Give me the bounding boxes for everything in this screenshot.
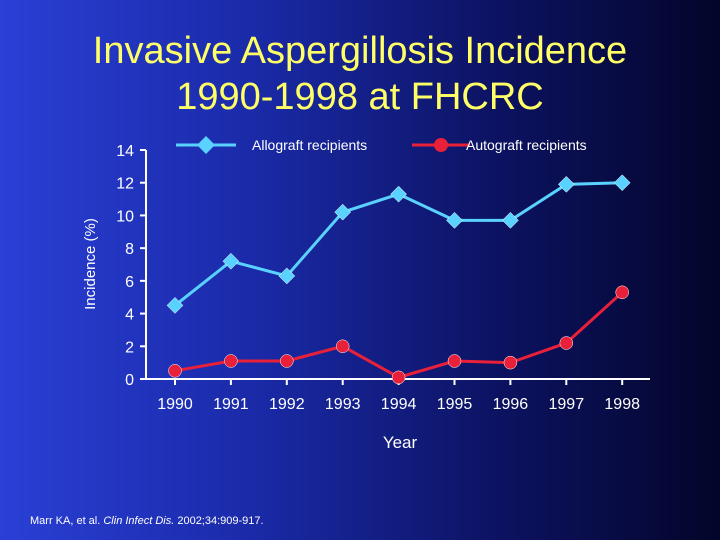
allograft-point: [557, 175, 575, 193]
citation-authors: Marr KA, et al.: [30, 515, 104, 527]
allograft-point: [334, 203, 352, 221]
x-tick-label: 1994: [381, 396, 417, 413]
slide-title: Invasive Aspergillosis Incidence 1990-19…: [0, 28, 720, 120]
autograft-point: [391, 370, 406, 385]
y-tick-label: 10: [116, 208, 134, 225]
y-tick-label: 8: [125, 241, 134, 258]
x-tick-label: 1996: [493, 396, 529, 413]
allograft-point: [446, 211, 463, 229]
legend-autograft-label: Autograft recipients: [466, 137, 587, 153]
legend: Allograft recipients Autograft recipients: [176, 136, 587, 154]
title-line-1: Invasive Aspergillosis Incidence: [92, 30, 628, 72]
citation-journal: Clin Infect Dis.: [103, 515, 175, 527]
citation-details: 2002;34:909-917.: [174, 515, 264, 527]
x-tick-label: 1992: [269, 396, 305, 413]
x-tick-label: 1993: [325, 396, 361, 413]
allograft-point: [166, 297, 184, 314]
autograft-point: [559, 336, 574, 350]
autograft-point: [280, 354, 294, 368]
x-tick-label: 1991: [213, 396, 249, 413]
legend-allograft-marker: [197, 136, 215, 154]
allograft-point: [222, 252, 240, 270]
autograft-point: [335, 339, 350, 354]
autograft-point: [447, 354, 462, 368]
autograft-point: [503, 355, 518, 370]
autograft-series-line: [174, 291, 624, 379]
x-tick-label: 1998: [604, 396, 640, 413]
autograft-point: [615, 285, 629, 300]
y-axis-label: Incidence (%): [82, 218, 99, 310]
y-tick-label: 0: [125, 372, 134, 389]
autograft-point: [224, 354, 238, 368]
x-tick-label: 1990: [157, 396, 193, 413]
citation: Marr KA, et al. Clin Infect Dis. 2002;34…: [30, 515, 264, 527]
y-tick-label: 6: [125, 274, 134, 291]
y-tick-label: 14: [116, 143, 134, 160]
allograft-point: [278, 267, 296, 285]
y-tick-label: 4: [125, 307, 134, 324]
allograft-point: [390, 185, 407, 203]
x-axis-label: Year: [383, 433, 418, 452]
x-ticks: 1990 1991 1992 1993 1994 1995 1996 1997 1998: [157, 379, 640, 413]
y-tick-label: 2: [125, 339, 134, 356]
allograft-point: [613, 174, 631, 192]
title-line-2: 1990-1998 at FHCRC: [176, 76, 544, 118]
allograft-point: [502, 211, 519, 229]
x-tick-label: 1995: [437, 396, 473, 413]
chart-series: [166, 174, 631, 385]
y-tick-label: 12: [116, 176, 134, 193]
autograft-point: [168, 364, 182, 378]
legend-allograft-label: Allograft recipients: [252, 137, 367, 153]
y-ticks: 0 2 4 6 8 10 12 14: [116, 143, 146, 389]
legend-autograft-marker: [434, 138, 448, 152]
x-tick-label: 1997: [549, 396, 585, 413]
